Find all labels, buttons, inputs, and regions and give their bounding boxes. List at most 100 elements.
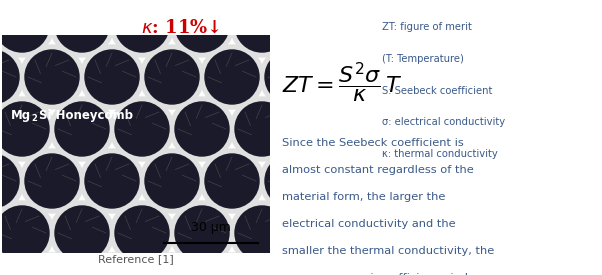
Circle shape: [0, 253, 24, 275]
Circle shape: [260, 45, 324, 109]
Circle shape: [175, 0, 229, 52]
Text: almost constant regardless of the: almost constant regardless of the: [282, 165, 474, 175]
Circle shape: [20, 253, 84, 275]
Circle shape: [230, 0, 294, 57]
Circle shape: [55, 206, 109, 260]
Text: material form, the larger the: material form, the larger the: [282, 192, 445, 202]
Circle shape: [290, 97, 354, 161]
Circle shape: [0, 0, 49, 52]
Circle shape: [290, 0, 354, 57]
Text: 30 μm: 30 μm: [191, 221, 231, 235]
Text: Reference [1]: Reference [1]: [98, 254, 174, 264]
Circle shape: [85, 50, 139, 104]
Circle shape: [110, 0, 174, 57]
Circle shape: [85, 258, 139, 275]
Circle shape: [0, 0, 54, 57]
Circle shape: [85, 154, 139, 208]
Circle shape: [55, 0, 109, 52]
Circle shape: [170, 0, 234, 57]
Circle shape: [55, 102, 109, 156]
Circle shape: [200, 253, 264, 275]
Circle shape: [170, 201, 234, 265]
Circle shape: [320, 253, 384, 275]
Circle shape: [20, 45, 84, 109]
Circle shape: [200, 149, 264, 213]
Text: 2: 2: [31, 114, 37, 123]
Circle shape: [320, 0, 384, 5]
Text: κ: thermal conductivity: κ: thermal conductivity: [382, 149, 498, 159]
Circle shape: [205, 50, 259, 104]
Circle shape: [230, 97, 294, 161]
Circle shape: [325, 50, 379, 104]
Circle shape: [0, 206, 49, 260]
Circle shape: [0, 97, 54, 161]
Text: smaller the thermal conductivity, the: smaller the thermal conductivity, the: [282, 246, 494, 256]
Circle shape: [80, 45, 144, 109]
Text: energy conversion efficiency index: energy conversion efficiency index: [282, 273, 482, 275]
Text: Since the Seebeck coefficient is: Since the Seebeck coefficient is: [282, 138, 464, 148]
Circle shape: [25, 154, 79, 208]
Text: (T: Temperature): (T: Temperature): [382, 54, 464, 64]
Circle shape: [20, 0, 84, 5]
Text: $ZT = \dfrac{S^2\sigma}{\kappa}\,T$: $ZT = \dfrac{S^2\sigma}{\kappa}\,T$: [282, 60, 402, 104]
Circle shape: [115, 102, 169, 156]
Circle shape: [25, 258, 79, 275]
Circle shape: [200, 45, 264, 109]
Circle shape: [145, 50, 199, 104]
Circle shape: [235, 206, 289, 260]
Circle shape: [230, 201, 294, 265]
Circle shape: [80, 149, 144, 213]
Circle shape: [145, 154, 199, 208]
Circle shape: [0, 149, 24, 213]
Circle shape: [205, 258, 259, 275]
Text: S: Seebeck coefficient: S: Seebeck coefficient: [382, 86, 492, 96]
Circle shape: [200, 0, 264, 5]
Circle shape: [320, 45, 384, 109]
Circle shape: [175, 206, 229, 260]
Circle shape: [140, 149, 204, 213]
Circle shape: [0, 154, 19, 208]
Circle shape: [320, 149, 384, 213]
Circle shape: [20, 149, 84, 213]
Circle shape: [25, 50, 79, 104]
Circle shape: [295, 0, 349, 52]
Text: Mg: Mg: [11, 109, 31, 122]
Circle shape: [265, 258, 319, 275]
Circle shape: [235, 0, 289, 52]
Circle shape: [260, 149, 324, 213]
Circle shape: [295, 206, 349, 260]
Circle shape: [235, 102, 289, 156]
Circle shape: [0, 45, 24, 109]
Circle shape: [260, 253, 324, 275]
Circle shape: [140, 0, 204, 5]
Circle shape: [110, 201, 174, 265]
Circle shape: [265, 154, 319, 208]
Circle shape: [80, 0, 144, 5]
Text: Si Honeycomb: Si Honeycomb: [39, 109, 133, 122]
Circle shape: [50, 201, 114, 265]
Circle shape: [260, 0, 324, 5]
Circle shape: [145, 258, 199, 275]
Text: $\kappa$: 11%↓: $\kappa$: 11%↓: [141, 18, 220, 37]
Circle shape: [0, 50, 19, 104]
Circle shape: [140, 253, 204, 275]
Text: ZT: figure of merit: ZT: figure of merit: [382, 23, 472, 32]
Circle shape: [170, 97, 234, 161]
Circle shape: [0, 102, 49, 156]
Circle shape: [295, 102, 349, 156]
Circle shape: [80, 253, 144, 275]
Circle shape: [290, 201, 354, 265]
Circle shape: [325, 258, 379, 275]
Circle shape: [110, 97, 174, 161]
Circle shape: [0, 0, 24, 5]
Circle shape: [175, 102, 229, 156]
Circle shape: [50, 97, 114, 161]
Circle shape: [0, 258, 19, 275]
Circle shape: [115, 206, 169, 260]
Circle shape: [115, 0, 169, 52]
Circle shape: [205, 154, 259, 208]
Circle shape: [325, 154, 379, 208]
Text: σ: electrical conductivity: σ: electrical conductivity: [382, 117, 506, 127]
Circle shape: [265, 50, 319, 104]
Circle shape: [0, 201, 54, 265]
